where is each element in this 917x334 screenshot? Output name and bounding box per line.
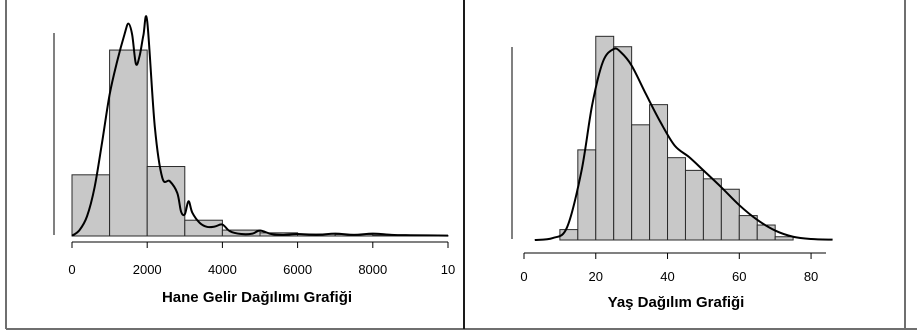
age-x-tick-label-2: 20 [589, 269, 603, 284]
age-bar-6 [649, 104, 669, 241]
age-density-line [534, 47, 833, 241]
age-bar-11 [738, 215, 758, 241]
income-density-line [71, 15, 449, 237]
age-bar-3 [595, 35, 615, 241]
age-x-tick-label-5: 80 [804, 269, 818, 284]
income-bar-4 [184, 219, 223, 237]
income-x-tick-label-3: 4000 [208, 262, 237, 277]
age-bar-4 [613, 46, 633, 241]
income-bar-2 [109, 49, 148, 237]
age-bar-9 [702, 178, 722, 241]
age-x-tick-label-1: 0 [520, 269, 527, 284]
age-chart-title: Yaş Dağılım Grafiği [608, 294, 745, 311]
income-x-tick-label-6: 10 [441, 262, 455, 277]
income-x-axis: 0 2000 4000 6000 8000 10 [68, 241, 455, 277]
income-x-tick-label-2: 2000 [133, 262, 162, 277]
age-x-tick-label-4: 60 [732, 269, 746, 284]
panel-borders [5, 0, 917, 330]
age-bar-2 [577, 149, 597, 241]
income-histogram-chart: 0 2000 4000 6000 8000 10 Hane Gelir Dağılımı … [53, 15, 455, 306]
income-x-tick-label-1: 0 [68, 262, 75, 277]
age-bar-12 [756, 224, 776, 241]
age-histogram-chart: 0 20 40 60 80 Yaş Dağılım Grafiği [511, 35, 833, 311]
age-bars [559, 35, 794, 241]
age-bar-5 [631, 124, 651, 241]
age-bar-7 [667, 157, 686, 241]
income-x-tick-label-4: 6000 [283, 262, 312, 277]
age-x-axis: 0 20 40 60 80 [520, 252, 826, 284]
age-x-tick-label-3: 40 [660, 269, 674, 284]
income-bars [71, 49, 449, 237]
age-bar-8 [684, 169, 704, 241]
income-chart-title: Hane Gelir Dağılımı Grafiği [162, 289, 352, 306]
income-x-tick-label-5: 8000 [358, 262, 387, 277]
age-bar-13 [774, 236, 794, 241]
